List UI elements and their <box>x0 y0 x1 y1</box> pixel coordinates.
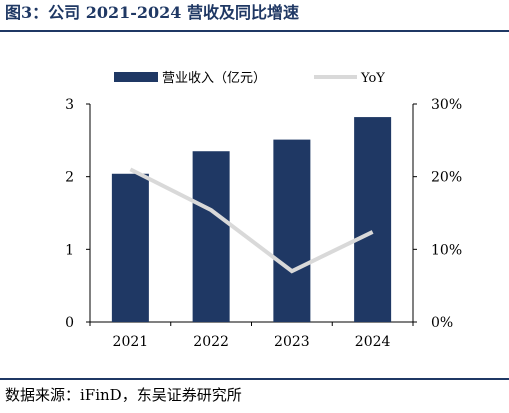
y-left-tick-label: 3 <box>65 97 74 113</box>
legend-label-revenue: 营业收入（亿元） <box>162 71 266 86</box>
y-right-tick-label: 10% <box>431 242 462 258</box>
revenue-bar <box>111 173 149 322</box>
revenue-bar <box>273 139 311 322</box>
legend-swatch-revenue <box>114 72 158 82</box>
title-rule <box>0 30 509 32</box>
x-tick-label: 2022 <box>193 334 229 350</box>
figure-title: 图3：公司 2021-2024 营收及同比增速 <box>5 3 299 22</box>
source-rule <box>0 378 509 380</box>
source-note: 数据来源：iFinD，东吴证券研究所 <box>5 386 242 404</box>
revenue-bar <box>354 117 392 322</box>
revenue-bar <box>192 151 230 322</box>
y-left-tick-label: 2 <box>65 170 74 186</box>
y-left-tick-label: 0 <box>65 315 74 331</box>
legend-label-yoy: YoY <box>360 71 385 86</box>
y-right-tick-label: 20% <box>431 170 462 186</box>
x-tick-label: 2024 <box>355 334 391 350</box>
y-left-tick-label: 1 <box>65 242 74 258</box>
yoy-line <box>129 167 374 274</box>
x-tick-label: 2023 <box>274 334 310 350</box>
x-tick-label: 2021 <box>113 334 149 350</box>
y-right-tick-label: 0% <box>431 315 453 331</box>
y-right-tick-label: 30% <box>431 97 462 113</box>
